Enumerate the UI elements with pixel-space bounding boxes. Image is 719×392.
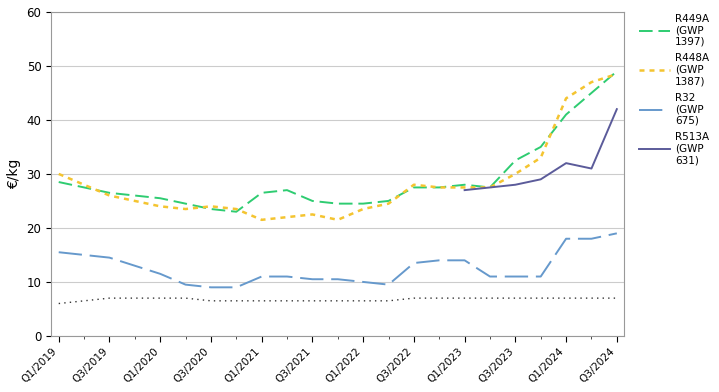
R449A
(GWP
1397) (105, 191, 114, 195)
R32
(GWP
675) (511, 274, 520, 279)
R513A
(GWP
631) (562, 161, 570, 165)
R32
(GWP
675) (460, 258, 469, 263)
R449A
(GWP
1397) (283, 188, 291, 192)
R449A
(GWP
1397) (460, 182, 469, 187)
R32
(GWP
675) (55, 250, 63, 254)
R449A
(GWP
1397) (156, 196, 165, 201)
Line: R449A
(GWP
1397): R449A (GWP 1397) (59, 71, 617, 212)
R448A
(GWP
1387) (55, 172, 63, 176)
R448A
(GWP
1387) (460, 185, 469, 190)
R449A
(GWP
1397) (562, 112, 570, 117)
R32
(GWP
675) (384, 282, 393, 287)
Line: R513A
(GWP
631): R513A (GWP 631) (464, 109, 617, 190)
R449A
(GWP
1397) (206, 207, 215, 211)
R449A
(GWP
1397) (80, 185, 88, 190)
R448A
(GWP
1387) (156, 204, 165, 209)
R448A
(GWP
1387) (410, 182, 418, 187)
R32
(GWP
675) (334, 277, 342, 281)
R32
(GWP
675) (206, 285, 215, 290)
R32
(GWP
675) (536, 274, 545, 279)
R32
(GWP
675) (257, 274, 266, 279)
R448A
(GWP
1387) (105, 193, 114, 198)
R32
(GWP
675) (105, 255, 114, 260)
R513A
(GWP
631) (511, 182, 520, 187)
R448A
(GWP
1387) (257, 218, 266, 222)
R449A
(GWP
1397) (334, 201, 342, 206)
R448A
(GWP
1387) (384, 201, 393, 206)
R448A
(GWP
1387) (80, 182, 88, 187)
R513A
(GWP
631) (536, 177, 545, 181)
R32
(GWP
675) (283, 274, 291, 279)
R449A
(GWP
1397) (587, 91, 596, 95)
R448A
(GWP
1387) (511, 172, 520, 176)
R449A
(GWP
1397) (410, 185, 418, 190)
R449A
(GWP
1397) (435, 185, 444, 190)
Line: R32
(GWP
675): R32 (GWP 675) (59, 233, 617, 287)
R32
(GWP
675) (156, 272, 165, 276)
R449A
(GWP
1397) (613, 69, 621, 74)
R449A
(GWP
1397) (257, 191, 266, 195)
R448A
(GWP
1387) (435, 185, 444, 190)
R32
(GWP
675) (131, 263, 139, 268)
Y-axis label: €/kg: €/kg (7, 159, 21, 189)
R32
(GWP
675) (80, 252, 88, 257)
R32
(GWP
675) (308, 277, 316, 281)
R448A
(GWP
1387) (359, 207, 367, 211)
R448A
(GWP
1387) (613, 72, 621, 76)
R448A
(GWP
1387) (334, 218, 342, 222)
R513A
(GWP
631) (460, 188, 469, 192)
R449A
(GWP
1397) (131, 193, 139, 198)
R513A
(GWP
631) (587, 166, 596, 171)
R449A
(GWP
1397) (485, 185, 494, 190)
R449A
(GWP
1397) (232, 209, 241, 214)
R448A
(GWP
1387) (587, 80, 596, 85)
R32
(GWP
675) (359, 279, 367, 284)
R513A
(GWP
631) (613, 107, 621, 111)
R32
(GWP
675) (181, 282, 190, 287)
R448A
(GWP
1387) (131, 199, 139, 203)
R449A
(GWP
1397) (359, 201, 367, 206)
R449A
(GWP
1397) (181, 201, 190, 206)
R449A
(GWP
1397) (536, 145, 545, 149)
R449A
(GWP
1397) (55, 180, 63, 184)
Legend: R449A
(GWP
1397), R448A
(GWP
1387), R32
(GWP
675), R513A
(GWP
631): R449A (GWP 1397), R448A (GWP 1387), R32 … (636, 11, 713, 169)
R448A
(GWP
1387) (562, 96, 570, 101)
R32
(GWP
675) (435, 258, 444, 263)
R448A
(GWP
1387) (308, 212, 316, 217)
R32
(GWP
675) (410, 261, 418, 265)
R32
(GWP
675) (587, 236, 596, 241)
R32
(GWP
675) (562, 236, 570, 241)
R448A
(GWP
1387) (232, 207, 241, 211)
R448A
(GWP
1387) (536, 155, 545, 160)
R448A
(GWP
1387) (283, 215, 291, 220)
R448A
(GWP
1387) (206, 204, 215, 209)
R513A
(GWP
631) (485, 185, 494, 190)
R448A
(GWP
1387) (181, 207, 190, 211)
R449A
(GWP
1397) (384, 199, 393, 203)
R449A
(GWP
1397) (511, 158, 520, 163)
R449A
(GWP
1397) (308, 199, 316, 203)
R32
(GWP
675) (613, 231, 621, 236)
Line: R448A
(GWP
1387): R448A (GWP 1387) (59, 74, 617, 220)
R32
(GWP
675) (485, 274, 494, 279)
R448A
(GWP
1387) (485, 185, 494, 190)
R32
(GWP
675) (232, 285, 241, 290)
